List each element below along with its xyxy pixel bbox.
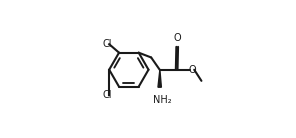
Text: O: O	[189, 65, 196, 75]
Text: O: O	[173, 33, 181, 43]
Text: NH₂: NH₂	[153, 95, 171, 105]
Text: Cl: Cl	[103, 39, 112, 49]
Text: Cl: Cl	[103, 90, 112, 100]
Polygon shape	[158, 70, 161, 87]
